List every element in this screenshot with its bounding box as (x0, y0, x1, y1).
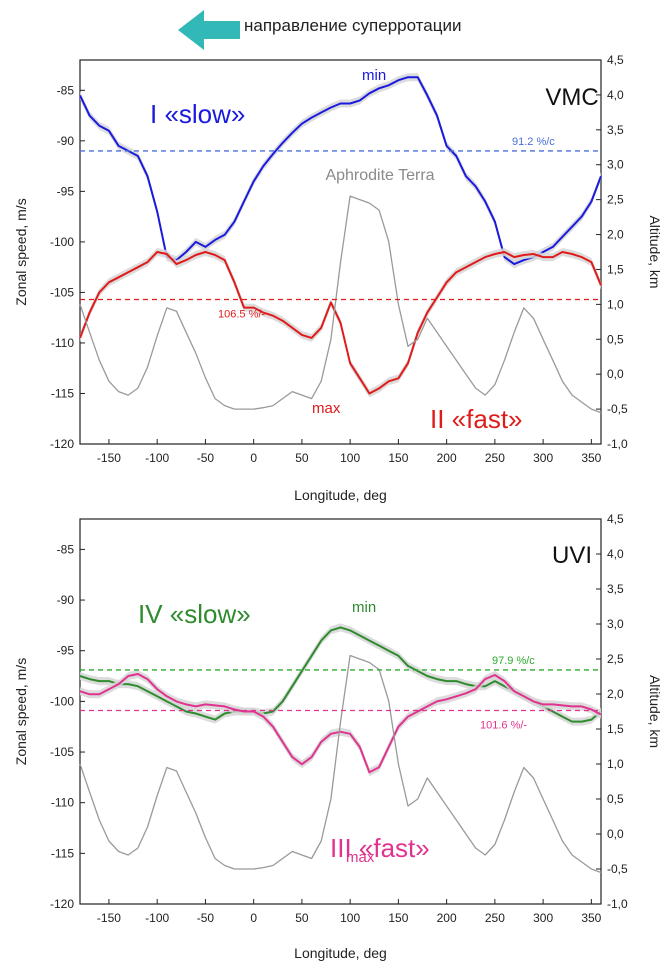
panel1-topography-series-line (79, 195, 602, 414)
panel1-instrument-annotation: VMC (545, 84, 598, 111)
panel1-y-right-tick-label: -1,0 (607, 437, 628, 451)
panel2-x-tick-label: 200 (437, 911, 457, 925)
panel2-y-tick-label: -110 (51, 796, 74, 810)
panel1-x-tick-label: 50 (295, 451, 309, 465)
panel1-y-right-axis-label: Altitude, km (647, 215, 662, 288)
panel2-min-annotation: min (352, 599, 376, 616)
direction-arrow (178, 10, 240, 50)
panel1-y-right-tick-label: 0,0 (607, 367, 624, 381)
panel1-y-axis-label: Zonal speed, m/s (13, 198, 29, 305)
panel1-min-annotation: min (362, 67, 386, 84)
panel1-x-tick-label: 150 (388, 451, 408, 465)
panel2-x-tick-label: -100 (145, 911, 169, 925)
panel2-y-right-tick-label: 1,0 (607, 757, 624, 771)
panel1-y-right-tick-label: 1,0 (607, 297, 624, 311)
panel2-y-tick-label: -85 (57, 542, 75, 556)
panel1-y-right-tick-label: 1,5 (607, 262, 624, 276)
panel1-y-tick-label: -100 (50, 235, 74, 249)
panel2-x-tick-label: 0 (250, 911, 257, 925)
panel2-y-tick-label: -100 (50, 694, 74, 708)
panel1-x-tick-label: 0 (250, 451, 257, 465)
panel1-fast-annotation: II «fast» (430, 404, 523, 434)
panel1-mean-line-label: 91.2 %/c (512, 136, 555, 148)
panel2-y-right-tick-label: 0,5 (607, 792, 624, 806)
panel2-x-tick-label: 300 (533, 911, 553, 925)
panel2-x-tick-label: 50 (295, 911, 309, 925)
panel2-y-right-tick-label: -1,0 (607, 897, 628, 911)
panel2-x-tick-label: 250 (485, 911, 505, 925)
panel1-x-tick-label: 350 (581, 451, 601, 465)
panel2-y-tick-label: -95 (57, 644, 75, 658)
panel2-x-axis-label: Longitude, deg (294, 945, 387, 961)
panel1-y-tick-label: -95 (57, 184, 75, 198)
panel1-plot-frame (79, 59, 602, 445)
panel1-y-right-tick-label: 2,5 (607, 193, 624, 207)
panel2-slow-annotation: IV «slow» (138, 599, 251, 629)
panel2-y-right-tick-label: 2,0 (607, 687, 624, 701)
panel2-fast-series-line (79, 673, 602, 774)
panel1-x-tick-label: -50 (197, 451, 215, 465)
panel1-mean-line-label: 106.5 %/- (218, 308, 265, 320)
panel2-y-right-tick-label: 1,5 (607, 722, 624, 736)
panel2-instrument-annotation: UVI (552, 542, 592, 569)
panel1-y-right-tick-label: -0,5 (607, 402, 628, 416)
panel1-slow-annotation: I «slow» (150, 99, 245, 129)
panel2-x-tick-label: -50 (197, 911, 215, 925)
panel1-x-tick-label: 100 (340, 451, 360, 465)
panel1-y-tick-label: -115 (51, 386, 74, 400)
panel2-y-right-tick-label: 4,5 (607, 512, 624, 526)
panel2-topography-series-line (79, 654, 602, 874)
panel1-y-right-tick-label: 4,5 (607, 53, 624, 67)
panel1-fast-series-line (79, 251, 602, 395)
panel1-terrain-annotation: Aphrodite Terra (325, 167, 434, 184)
panel1-y-tick-label: -85 (57, 83, 75, 97)
panel2-y-tick-label: -105 (50, 745, 74, 759)
panel2-mean-line-label: 97.9 %/c (492, 655, 535, 667)
panel1-y-right-tick-label: 3,0 (607, 158, 624, 172)
panel2-x-tick-label: 100 (340, 911, 360, 925)
panel1-x-tick-label: 300 (533, 451, 553, 465)
panel2-x-tick-label: 350 (581, 911, 601, 925)
panel1-y-tick-label: -105 (50, 285, 74, 299)
panel2-x-tick-label: -150 (97, 911, 121, 925)
panel2-y-right-tick-label: 3,0 (607, 617, 624, 631)
panel2-y-right-axis-label: Altitude, km (647, 675, 662, 748)
panel1-y-right-tick-label: 4,0 (607, 88, 624, 102)
panel1-y-right-tick-label: 0,5 (607, 332, 624, 346)
panel1-y-tick-label: -120 (50, 437, 74, 451)
panel1-x-axis-label: Longitude, deg (294, 487, 387, 503)
panel2-y-right-tick-label: 2,5 (607, 652, 624, 666)
panel1-y-tick-label: -90 (57, 134, 75, 148)
panel1-max-annotation: max (312, 400, 341, 417)
panel2-y-tick-label: -90 (57, 593, 75, 607)
panel2-y-axis-label: Zonal speed, m/s (13, 658, 29, 765)
panel2-x-tick-label: 150 (388, 911, 408, 925)
panel2-y-right-tick-label: 3,5 (607, 582, 624, 596)
panel2-y-tick-label: -115 (51, 846, 74, 860)
arrow-label: направление суперротации (244, 16, 462, 35)
panel2-slow-series-line (79, 626, 602, 723)
panel2-y-right-tick-label: 4,0 (607, 547, 624, 561)
panel1-y-right-tick-label: 3,5 (607, 123, 624, 137)
panel2-fast-annotation: III «fast» (330, 833, 430, 863)
panel1-y-right-tick-label: 2,0 (607, 228, 624, 242)
panel1-x-tick-label: 250 (485, 451, 505, 465)
panel1-x-tick-label: -100 (145, 451, 169, 465)
panel1-y-tick-label: -110 (51, 336, 74, 350)
panel2-y-right-tick-label: -0,5 (607, 862, 628, 876)
panel2-y-tick-label: -120 (50, 897, 74, 911)
panel1-x-tick-label: 200 (437, 451, 457, 465)
panel2-y-right-tick-label: 0,0 (607, 827, 624, 841)
panel2-max-annotation: max (346, 849, 375, 866)
panel1-x-tick-label: -150 (97, 451, 121, 465)
panel2-mean-line-label: 101.6 %/- (480, 719, 527, 731)
